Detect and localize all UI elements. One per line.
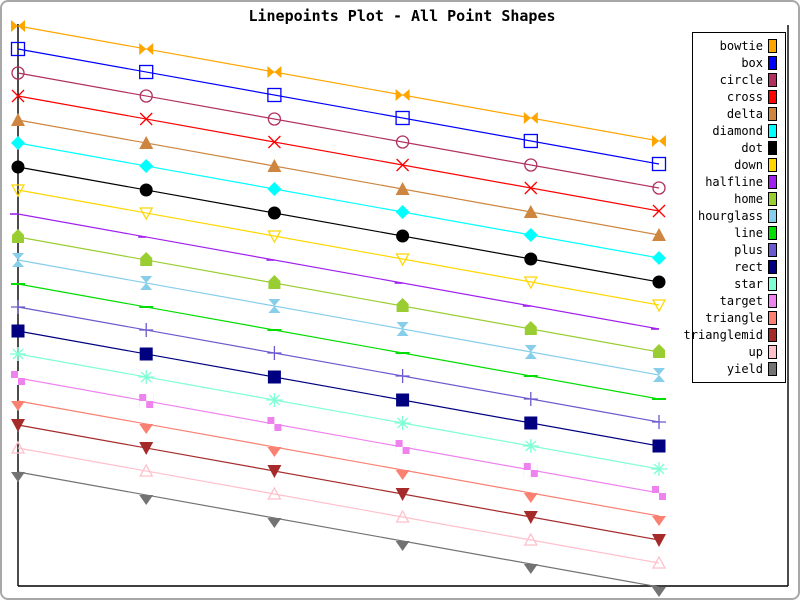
legend-item-home: home	[697, 191, 777, 208]
legend-label: up	[748, 344, 763, 359]
series-line	[11, 283, 666, 400]
series-down	[10, 184, 667, 313]
legend-swatch-hourglass	[768, 209, 777, 223]
legend-item-triangle: triangle	[697, 309, 777, 326]
legend-swatch-dot	[768, 141, 777, 156]
legend-item-halfline: halfline	[697, 174, 777, 191]
legend-label: halfline	[705, 175, 763, 190]
legend-swatch-plus	[768, 242, 777, 257]
legend-label: circle	[719, 73, 763, 88]
legend-item-circle: circle	[697, 72, 777, 89]
legend-label: delta	[726, 107, 763, 122]
legend-swatch-line	[768, 225, 777, 240]
legend-item-trianglemid: trianglemid	[684, 326, 777, 343]
series-triangle	[11, 400, 666, 526]
legend-item-target: target	[697, 292, 777, 309]
legend-label: rect	[734, 259, 763, 274]
legend-label: line	[734, 225, 763, 240]
legend-item-cross: cross	[697, 89, 777, 106]
series-plus	[11, 300, 666, 429]
legend-swatch-cross	[768, 90, 777, 105]
legend-item-up: up	[697, 343, 777, 360]
series-home	[12, 229, 665, 358]
legend-label: diamond	[712, 124, 763, 139]
legend-swatch-diamond	[768, 124, 777, 139]
legend-swatch-bowtie	[768, 39, 777, 54]
legend-swatch-home	[768, 192, 777, 207]
legend-label: plus	[734, 242, 763, 257]
legend-swatch-trianglemid	[768, 327, 777, 342]
legend-label: dot	[741, 141, 763, 156]
legend-item-plus: plus	[697, 241, 777, 258]
legend-label: cross	[726, 90, 763, 105]
legend-label: star	[734, 276, 763, 291]
series-rect	[11, 324, 666, 453]
series-box	[10, 41, 667, 172]
legend-swatch-rect	[768, 259, 777, 274]
series-cross	[11, 89, 666, 218]
legend-swatch-halfline	[768, 175, 777, 190]
legend-item-yield: yield	[697, 360, 777, 377]
legend-swatch-target	[768, 293, 777, 308]
legend-swatch-star	[768, 276, 777, 291]
legend-item-bowtie: bowtie	[697, 38, 777, 55]
legend-label: bowtie	[719, 39, 763, 54]
series-hourglass	[12, 253, 665, 382]
series-yield	[11, 471, 666, 597]
legend-swatch-circle	[768, 73, 777, 88]
legend-swatch-triangle	[768, 310, 777, 325]
legend-label: trianglemid	[683, 327, 763, 342]
legend-item-down: down	[697, 157, 777, 174]
legend-item-diamond: diamond	[697, 123, 777, 140]
series-diamond	[11, 136, 666, 265]
series-circle	[11, 66, 666, 195]
legend-swatch-box	[768, 56, 777, 71]
series-star	[10, 347, 667, 476]
legend-label: home	[734, 192, 763, 207]
series-up	[10, 440, 667, 569]
legend-swatch-delta	[768, 107, 777, 122]
series-trianglemid	[11, 419, 666, 547]
legend-label: hourglass	[697, 209, 763, 223]
legend-item-dot: dot	[697, 140, 777, 157]
legend-swatch-down	[768, 158, 777, 173]
legend-label: yield	[726, 361, 763, 376]
legend-label: triangle	[705, 310, 763, 325]
legend-item-star: star	[697, 275, 777, 292]
legend-item-hourglass: hourglass	[697, 208, 777, 225]
legend-item-line: line	[697, 224, 777, 241]
legend-label: box	[741, 56, 763, 71]
legend-item-rect: rect	[697, 258, 777, 275]
legend-swatch-up	[768, 344, 777, 359]
series-target	[11, 371, 666, 500]
legend-item-box: box	[697, 55, 777, 72]
legend-item-delta: delta	[697, 106, 777, 123]
series-delta	[11, 113, 666, 241]
chart-title: Linepoints Plot - All Point Shapes	[248, 7, 556, 25]
legend-label: target	[719, 293, 763, 308]
legend-swatch-yield	[768, 361, 777, 376]
legend: bowtie box circle cross delta diamond dot down h…	[684, 32, 786, 383]
series-bowtie	[11, 20, 666, 147]
legend-label: down	[734, 158, 763, 173]
series-halfline	[10, 213, 660, 330]
series-dot	[11, 160, 666, 289]
